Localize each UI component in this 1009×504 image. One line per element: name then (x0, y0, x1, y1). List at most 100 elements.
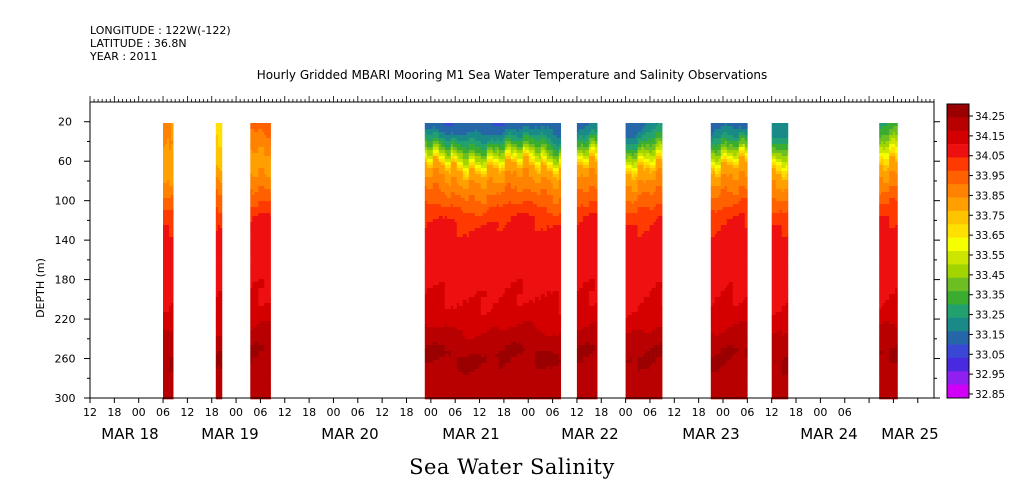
data-block (215, 123, 223, 400)
colorbar-label: 34.25 (975, 111, 1005, 123)
colorbar-label: 34.05 (975, 151, 1005, 163)
x-tick-label: 00 (521, 406, 535, 419)
y-axis-label: DEPTH (m) (34, 258, 47, 318)
colorbar-label: 32.85 (975, 389, 1005, 401)
colorbar-swatch (947, 144, 969, 158)
x-tick-label: 00 (132, 406, 146, 419)
date-label: MAR 21 (442, 425, 499, 443)
data-block (879, 123, 898, 400)
colorbar-label: 33.45 (975, 270, 1005, 282)
colorbar-label: 33.65 (975, 230, 1005, 242)
colorbar-swatch (947, 331, 969, 345)
date-label: MAR 20 (321, 425, 378, 443)
date-label: MAR 23 (682, 425, 739, 443)
x-tick-label: 12 (667, 406, 681, 419)
axes: 20 60 100 140 180 220 260 300 12 18 00 06 12 18 00 06 12… (55, 96, 940, 443)
date-label: MAR 18 (101, 425, 158, 443)
date-label: MAR 25 (881, 425, 938, 443)
y-tick-label: 60 (58, 155, 72, 168)
longitude-label: LONGITUDE : 122W(-122) (90, 24, 231, 37)
colorbar-label: 33.85 (975, 190, 1005, 202)
colorbar-swatch (947, 224, 969, 238)
colorbar-label: 33.75 (975, 210, 1005, 222)
data-block (625, 123, 663, 400)
x-tick-label: 12 (180, 406, 194, 419)
colorbar: 34.25 34.15 34.05 33.95 33.85 33.75 33.65 33.55… (946, 103, 1005, 401)
x-tick-label: 18 (692, 406, 706, 419)
x-tick-label: 18 (789, 406, 803, 419)
x-tick-label: 00 (813, 406, 827, 419)
x-tick-label: 12 (765, 406, 779, 419)
colorbar-label: 33.05 (975, 349, 1005, 361)
x-tick-label: 12 (473, 406, 487, 419)
colorbar-swatch (947, 304, 969, 319)
colorbar-swatch (947, 184, 969, 198)
date-label: MAR 19 (201, 425, 258, 443)
x-tick-label: 00 (716, 406, 730, 419)
colorbar-swatch (947, 357, 969, 372)
colorbar-swatch (947, 170, 969, 185)
data-block (163, 123, 174, 400)
plot-area (163, 123, 898, 400)
colorbar-swatch (947, 317, 969, 332)
colorbar-label: 32.95 (975, 369, 1005, 381)
colorbar-swatch (947, 117, 969, 132)
x-tick-label: 06 (838, 406, 852, 419)
colorbar-label: 33.35 (975, 290, 1005, 302)
x-tick-label: 06 (643, 406, 657, 419)
x-tick-label: 00 (229, 406, 243, 419)
colorbar-label: 33.15 (975, 329, 1005, 341)
x-tick-label: 06 (448, 406, 462, 419)
x-axis-caption: Sea Water Salinity (409, 455, 615, 479)
colorbar-swatch (947, 251, 969, 265)
colorbar-swatch (947, 264, 969, 279)
data-block (250, 123, 271, 400)
y-tick-label: 300 (55, 392, 76, 405)
x-tick-label: 12 (83, 406, 97, 419)
colorbar-label: 33.25 (975, 310, 1005, 322)
x-tick-label: 12 (375, 406, 389, 419)
x-tick-label: 00 (326, 406, 340, 419)
data-block (424, 123, 562, 400)
colorbar-swatch (947, 157, 969, 172)
y-tick-label: 20 (58, 116, 72, 129)
colorbar-swatch (947, 344, 969, 359)
x-tick-label: 06 (351, 406, 365, 419)
x-tick-label: 06 (253, 406, 267, 419)
colorbar-label: 33.95 (975, 171, 1005, 183)
x-tick-label: 18 (400, 406, 414, 419)
y-tick-label: 220 (55, 313, 76, 326)
y-tick-label: 260 (55, 353, 76, 366)
date-label: MAR 24 (800, 425, 857, 443)
chart-title: Hourly Gridded MBARI Mooring M1 Sea Wate… (256, 68, 768, 82)
x-tick-label: 06 (156, 406, 170, 419)
x-tick-label: 12 (278, 406, 292, 419)
colorbar-swatch (947, 104, 969, 118)
colorbar-swatch (947, 197, 969, 212)
colorbar-swatch (947, 384, 969, 399)
y-tick-label: 140 (55, 234, 76, 247)
colorbar-label: 34.15 (975, 131, 1005, 143)
colorbar-swatch (947, 237, 969, 252)
colorbar-swatch (947, 210, 969, 225)
date-label: MAR 22 (561, 425, 618, 443)
data-block (576, 123, 598, 400)
x-tick-label: 06 (740, 406, 754, 419)
x-tick-label: 18 (302, 406, 316, 419)
data-block (710, 123, 748, 400)
x-tick-label: 18 (594, 406, 608, 419)
x-tick-label: 00 (424, 406, 438, 419)
year-label: YEAR : 2011 (90, 50, 158, 63)
data-block (771, 123, 789, 400)
y-tick-label: 100 (55, 195, 76, 208)
x-tick-label: 06 (546, 406, 560, 419)
colorbar-label: 33.55 (975, 250, 1005, 262)
y-tick-label: 180 (55, 274, 76, 287)
colorbar-swatch (947, 291, 969, 305)
colorbar-swatch (947, 277, 969, 292)
colorbar-swatch (947, 371, 969, 385)
colorbar-swatch (947, 130, 969, 145)
latitude-label: LATITUDE : 36.8N (90, 37, 187, 50)
x-tick-label: 12 (570, 406, 584, 419)
